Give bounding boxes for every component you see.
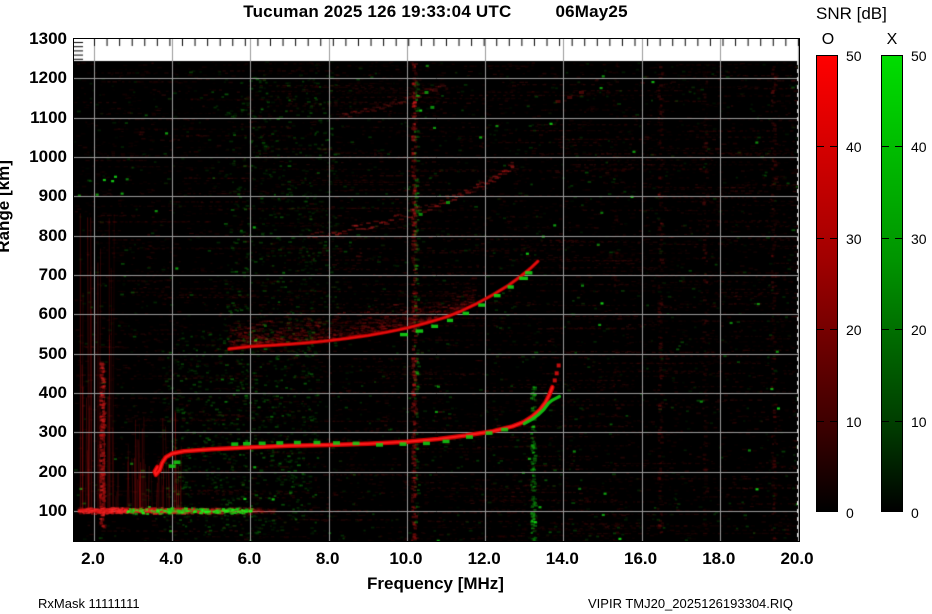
colorbar-o-tick-label: 50 xyxy=(846,48,862,64)
x-tick-label: 12.0 xyxy=(467,549,501,568)
colorbar-o-label: O xyxy=(821,31,835,48)
y-tick-label: 1100 xyxy=(30,107,67,127)
colorbar-tick-dash xyxy=(817,421,824,422)
colorbar-tick-dash xyxy=(895,421,902,422)
y-tick-label: 500 xyxy=(38,343,67,363)
colorbar-o-tick-label: 0 xyxy=(846,505,854,521)
colorbar-o-tick-label: 30 xyxy=(846,230,862,247)
colorbar-x-tick-label: 10 xyxy=(911,413,927,430)
colorbar-tick-dash xyxy=(830,329,837,330)
title-station-time: Tucuman 2025 126 19:33:04 UTC xyxy=(243,2,512,21)
colorbar-tick-dash xyxy=(895,146,902,147)
colorbar-tick-dash xyxy=(817,146,824,147)
colorbar-tick-dash xyxy=(817,329,824,330)
x-tick-label: 14.0 xyxy=(545,549,579,568)
colorbar-tick-dash xyxy=(830,238,837,239)
y-tick-label: 1300 xyxy=(29,29,67,48)
colorbar-o-tick-label: 20 xyxy=(846,322,862,339)
x-tick-label: 16.0 xyxy=(624,549,658,568)
y-tick-label: 800 xyxy=(38,225,67,245)
colorbar-tick-dash xyxy=(830,421,837,422)
colorbar-tick-dash xyxy=(895,329,902,330)
y-tick-label: 1000 xyxy=(29,146,67,166)
y-tick-label: 200 xyxy=(38,461,67,481)
y-tick-label: 1200 xyxy=(29,68,67,88)
y-tick-label: 100 xyxy=(38,500,67,520)
x-tick-label: 2.0 xyxy=(81,549,105,568)
colorbar-x-tick-label: 50 xyxy=(911,48,927,64)
colorbar-tick-dash xyxy=(882,421,889,422)
colorbar-x-gradient xyxy=(881,55,903,512)
colorbar-o-gradient xyxy=(816,55,838,512)
x-axis-label: Frequency [MHz] xyxy=(367,574,504,593)
colorbar-x-tick-label: 20 xyxy=(911,322,927,339)
colorbar-tick-dash xyxy=(895,238,902,239)
x-tick-label: 8.0 xyxy=(315,549,340,568)
colorbar-tick-dash xyxy=(882,329,889,330)
y-tick-label: 700 xyxy=(38,264,67,284)
colorbar-x-tick-label: 30 xyxy=(911,230,927,247)
ionogram-plot xyxy=(74,39,799,541)
x-tick-label: 18.0 xyxy=(702,549,736,568)
x-tick-label: 4.0 xyxy=(159,549,184,568)
plot-frame xyxy=(73,38,800,542)
x-tick-label: 6.0 xyxy=(237,549,262,568)
colorbar-x-tick-label: 0 xyxy=(911,505,919,521)
colorbar-o-tick-label: 10 xyxy=(846,413,862,430)
rxmask-text: RxMask 11111111 xyxy=(38,596,140,611)
colorbar-x-tick-label: 40 xyxy=(911,139,927,156)
title-date: 06May25 xyxy=(555,2,628,21)
y-tick-label: 600 xyxy=(38,304,67,324)
colorbar-tick-dash xyxy=(830,146,837,147)
colorbar-title: SNR [dB] xyxy=(816,4,887,23)
x-tick-label: 10.0 xyxy=(389,549,423,568)
colorbar-tick-dash xyxy=(817,238,824,239)
y-tick-label: 900 xyxy=(38,186,67,206)
colorbar-tick-dash xyxy=(882,146,889,147)
x-tick-label: 20.0 xyxy=(780,549,814,568)
y-tick-label: 400 xyxy=(38,382,67,402)
page-title: Tucuman 2025 126 19:33:04 UTC 06May25 xyxy=(73,2,798,22)
y-tick-label: 300 xyxy=(38,422,67,442)
colorbar-x-label: X xyxy=(886,31,898,48)
colorbar-tick-dash xyxy=(882,238,889,239)
source-file-text: VIPIR TMJ20_2025126193304.RIQ xyxy=(588,596,794,611)
colorbar-o-tick-label: 40 xyxy=(846,139,862,156)
